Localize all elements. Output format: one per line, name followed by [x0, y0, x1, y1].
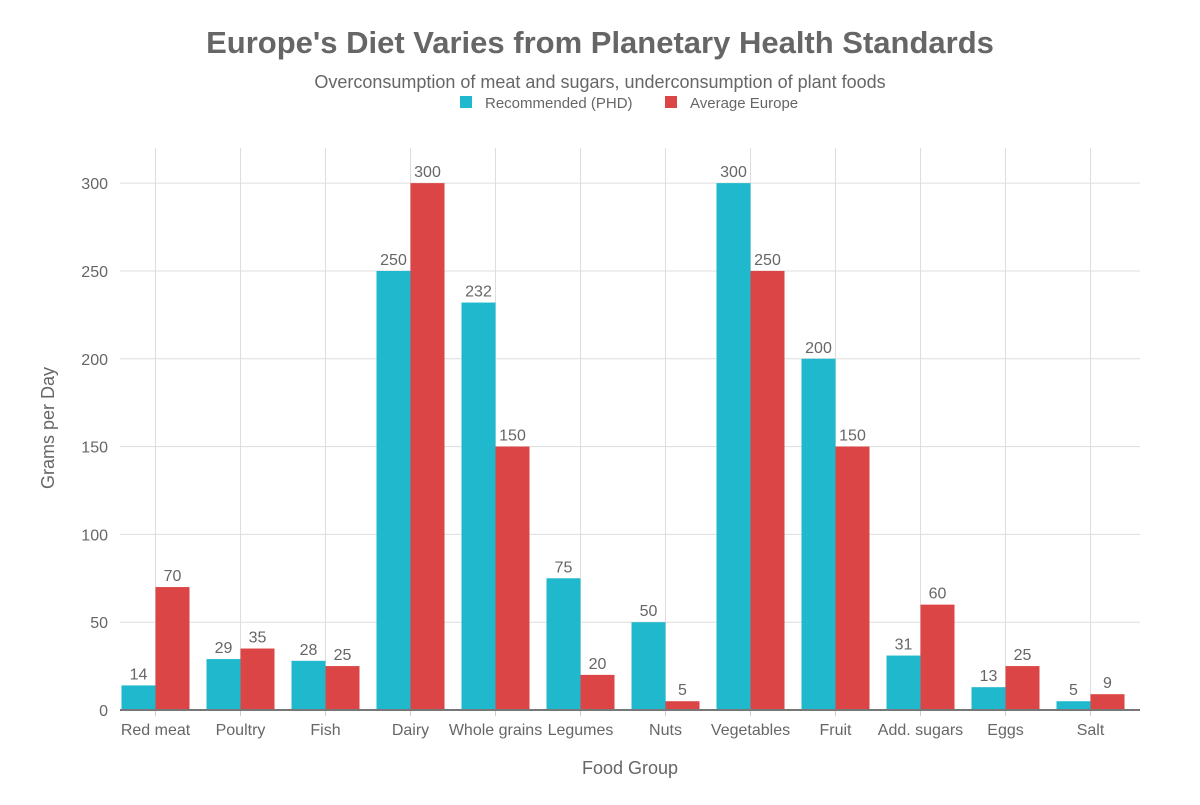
data-label: 5	[678, 682, 687, 699]
data-label: 35	[249, 630, 267, 647]
data-label: 250	[754, 252, 781, 269]
data-label: 25	[334, 647, 352, 664]
bar-average-europe	[920, 604, 955, 710]
bar-average-europe	[240, 648, 275, 710]
y-tick-label: 50	[90, 615, 108, 632]
bar-average-europe	[1005, 666, 1040, 710]
data-labels: 14 29 28 250 232 75 50 300 200 31 13 5 70 35 25 300 150 2…	[130, 164, 1112, 699]
data-label: 232	[465, 284, 492, 301]
data-label: 14	[130, 666, 148, 683]
data-label: 31	[895, 637, 913, 654]
y-tick-label: 250	[81, 264, 108, 281]
bar-average-europe	[410, 183, 445, 710]
bar-recommended	[376, 270, 411, 710]
data-label: 150	[839, 428, 866, 445]
chart-title: Europe's Diet Varies from Planetary Heal…	[206, 25, 994, 60]
x-tick-label: Nuts	[649, 722, 682, 739]
bar-average-europe	[835, 446, 870, 710]
bar-average-europe	[580, 674, 615, 710]
chart-subtitle: Overconsumption of meat and sugars, unde…	[314, 72, 885, 92]
bar-recommended	[971, 687, 1006, 710]
bar-average-europe	[325, 666, 360, 710]
y-tick-label: 100	[81, 527, 108, 544]
data-label: 250	[380, 252, 407, 269]
bar-recommended	[716, 183, 751, 710]
legend-label[interactable]: Recommended (PHD)	[485, 95, 633, 112]
bars	[121, 183, 1125, 710]
x-tick-label: Dairy	[392, 722, 429, 739]
x-tick-label: Legumes	[548, 722, 614, 739]
y-tick-label: 0	[99, 703, 108, 720]
y-tick-label: 300	[81, 176, 108, 193]
data-label: 150	[499, 428, 526, 445]
legend-label[interactable]: Average Europe	[690, 95, 798, 112]
data-label: 75	[555, 559, 573, 576]
data-label: 60	[929, 586, 947, 603]
x-tick-label: Eggs	[987, 722, 1023, 739]
bar-recommended	[291, 660, 326, 710]
bar-average-europe	[1090, 694, 1125, 710]
data-label: 300	[414, 164, 441, 181]
bar-recommended	[461, 302, 496, 710]
x-tick-label: Salt	[1077, 722, 1105, 739]
legend-swatch	[665, 96, 677, 108]
x-tick-label: Vegetables	[711, 722, 790, 739]
data-label: 20	[589, 656, 607, 673]
x-tick-label: Red meat	[121, 722, 191, 739]
bar-average-europe	[750, 270, 785, 710]
bar-recommended	[801, 358, 836, 710]
x-axis-title: Food Group	[582, 758, 678, 778]
bar-recommended	[1056, 701, 1091, 710]
x-tick-label: Poultry	[216, 722, 266, 739]
y-axis-title: Grams per Day	[38, 367, 58, 489]
grid	[120, 148, 1140, 710]
legend-swatch	[460, 96, 472, 108]
data-label: 200	[805, 340, 832, 357]
y-tick-label: 200	[81, 352, 108, 369]
data-label: 13	[980, 668, 998, 685]
data-label: 70	[164, 568, 182, 585]
bar-recommended	[886, 655, 921, 710]
data-label: 9	[1103, 675, 1112, 692]
bar-average-europe	[495, 446, 530, 710]
axes: 0 50 100 150 200 250 300 Red meat Poultry Fish Dai…	[81, 176, 1140, 739]
y-tick-label: 150	[81, 440, 108, 457]
data-label: 50	[640, 603, 658, 620]
bar-recommended	[206, 659, 241, 710]
data-label: 28	[300, 642, 318, 659]
data-label: 29	[215, 640, 233, 657]
bar-recommended	[121, 685, 156, 710]
x-tick-label: Whole grains	[449, 722, 542, 739]
data-label: 300	[720, 164, 747, 181]
bar-average-europe	[155, 587, 190, 710]
data-label: 5	[1069, 682, 1078, 699]
bar-recommended	[631, 622, 666, 710]
x-tick-label: Fish	[310, 722, 340, 739]
x-tick-label: Fruit	[820, 722, 853, 739]
bar-average-europe	[665, 701, 700, 710]
x-tick-label: Add. sugars	[878, 722, 963, 739]
bar-recommended	[546, 578, 581, 710]
legend: Recommended (PHD) Average Europe	[460, 95, 798, 112]
data-label: 25	[1014, 647, 1032, 664]
